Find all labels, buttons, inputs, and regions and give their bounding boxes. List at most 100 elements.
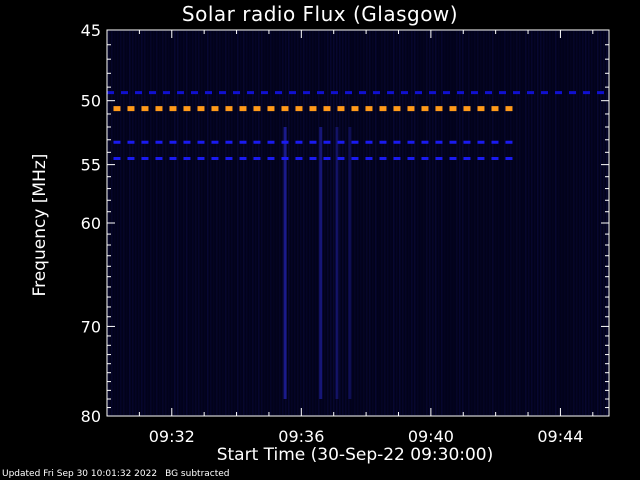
background-striation	[399, 31, 401, 415]
background-striation	[531, 31, 533, 415]
background-striation	[276, 31, 278, 415]
background-striation	[456, 31, 458, 415]
background-striation	[366, 31, 368, 415]
background-striation	[582, 31, 584, 415]
background-striation	[573, 31, 575, 415]
background-striation	[564, 31, 566, 415]
background-striation	[369, 31, 371, 415]
background-striation	[267, 31, 269, 415]
background-striation	[378, 31, 380, 415]
background-striation	[192, 31, 194, 415]
background-striation	[249, 31, 251, 415]
background-striation	[540, 31, 542, 415]
background-striation	[318, 31, 320, 415]
background-striation	[252, 31, 254, 415]
background-striation	[504, 31, 506, 415]
x-tick-label: 09:44	[537, 427, 583, 446]
background-striation	[465, 31, 467, 415]
background-striation	[444, 31, 446, 415]
background-striation	[597, 31, 599, 415]
y-tick-label: 80	[81, 407, 101, 426]
background-striation	[459, 31, 461, 415]
background-striation	[210, 31, 212, 415]
background-striation	[486, 31, 488, 415]
background-striation	[342, 31, 344, 415]
background-striation	[387, 31, 389, 415]
background-striation	[579, 31, 581, 415]
background-striation	[396, 31, 398, 415]
background-striation	[462, 31, 464, 415]
background-striation	[516, 31, 518, 415]
background-striation	[501, 31, 503, 415]
background-striation	[234, 31, 236, 415]
background-striation	[270, 31, 272, 415]
background-striation	[594, 31, 596, 415]
background-striation	[312, 31, 314, 415]
background-striation	[432, 31, 434, 415]
background-striation	[570, 31, 572, 415]
background-striation	[429, 31, 431, 415]
background-striation	[132, 31, 134, 415]
background-striation	[150, 31, 152, 415]
background-striation	[261, 31, 263, 415]
background-striation	[189, 31, 191, 415]
background-striation	[405, 31, 407, 415]
background-striation	[237, 31, 239, 415]
chart-title: Solar radio Flux (Glasgow)	[181, 2, 459, 26]
background-striation	[228, 31, 230, 415]
background-striation	[186, 31, 188, 415]
background-striation	[198, 31, 200, 415]
background-striation	[357, 31, 359, 415]
background-striation	[543, 31, 545, 415]
background-striation	[525, 31, 527, 415]
burst-feature	[283, 126, 287, 400]
background-striation	[510, 31, 512, 415]
background-striation	[162, 31, 164, 415]
background-striation	[447, 31, 449, 415]
background-striation	[348, 31, 350, 415]
background-striation	[450, 31, 452, 415]
background-striation	[507, 31, 509, 415]
background-striation	[567, 31, 569, 415]
background-striation	[492, 31, 494, 415]
background-striation	[225, 31, 227, 415]
y-axis-label: Frequency [MHz]	[30, 153, 50, 297]
background-striation	[243, 31, 245, 415]
background-striation	[303, 31, 305, 415]
background-striation	[144, 31, 146, 415]
background-striation	[402, 31, 404, 415]
background-striation	[588, 31, 590, 415]
background-striation	[315, 31, 317, 415]
background-striation	[534, 31, 536, 415]
background-striation	[483, 31, 485, 415]
background-striation	[420, 31, 422, 415]
bg-note: BG subtracted	[165, 469, 230, 479]
background-striation	[354, 31, 356, 415]
background-striation	[246, 31, 248, 415]
x-tick-label: 09:40	[408, 427, 454, 446]
footer-status: Updated Fri Sep 30 10:01:32 2022 BG subtr…	[2, 469, 230, 479]
background-striation	[333, 31, 335, 415]
background-striation	[288, 31, 290, 415]
background-striation	[495, 31, 497, 415]
background-striation	[117, 31, 119, 415]
background-striation	[441, 31, 443, 415]
background-striation	[306, 31, 308, 415]
background-striation	[417, 31, 419, 415]
background-striation	[435, 31, 437, 415]
background-striation	[519, 31, 521, 415]
background-striation	[480, 31, 482, 415]
background-striation	[159, 31, 161, 415]
x-axis-label: Start Time (30-Sep-22 09:30:00)	[216, 445, 494, 465]
background-striation	[438, 31, 440, 415]
background-striation	[336, 31, 338, 415]
background-striation	[183, 31, 185, 415]
background-striation	[123, 31, 125, 415]
background-striation	[372, 31, 374, 415]
background-striation	[174, 31, 176, 415]
background-striation	[453, 31, 455, 415]
burst-feature	[319, 126, 323, 400]
updated-timestamp: Updated Fri Sep 30 10:01:32 2022	[2, 469, 158, 479]
background-striation	[309, 31, 311, 415]
